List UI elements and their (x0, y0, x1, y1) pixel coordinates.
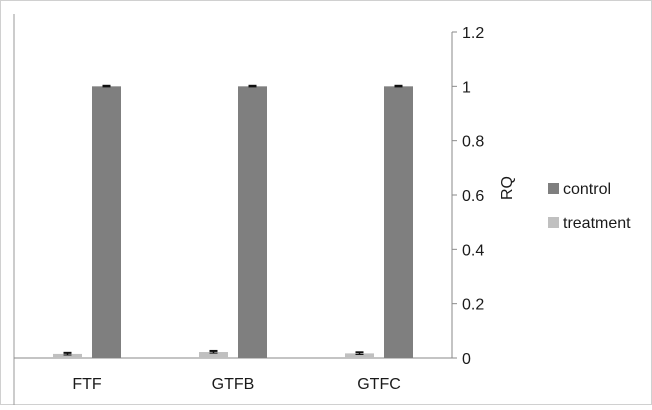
bar-treatment-gtfb (199, 352, 228, 358)
x-tick-label: GTFB (212, 376, 255, 393)
y-tick-label: 0.6 (462, 188, 484, 205)
y-tick-label: 0.2 (462, 297, 484, 314)
legend-swatch-control (548, 183, 559, 194)
y-tick-label: 1.2 (462, 25, 484, 42)
legend: control treatment (548, 181, 631, 232)
legend-label-control: control (563, 181, 611, 198)
bars (53, 84, 413, 358)
legend-swatch-treatment (548, 217, 559, 228)
bar-control-ftf (92, 86, 121, 358)
x-tick-labels: FTF GTFB GTFC (72, 376, 400, 393)
legend-label-treatment: treatment (563, 215, 631, 232)
y-axis-title: RQ (499, 176, 516, 200)
y-tick-label: 0.4 (462, 242, 484, 259)
y-tick-label: 0 (462, 351, 471, 368)
bar-treatment-gtfc (345, 353, 374, 358)
y-ticks: 0 0.2 0.4 0.6 0.8 1 1.2 (452, 25, 484, 368)
y-tick-label: 1 (462, 79, 471, 96)
bar-control-gtfb (238, 86, 267, 358)
x-tick-label: FTF (72, 376, 102, 393)
bar-control-gtfc (384, 86, 413, 358)
y-tick-label: 0.8 (462, 134, 484, 151)
bar-treatment-ftf (53, 353, 82, 358)
x-tick-label: GTFC (357, 376, 401, 393)
